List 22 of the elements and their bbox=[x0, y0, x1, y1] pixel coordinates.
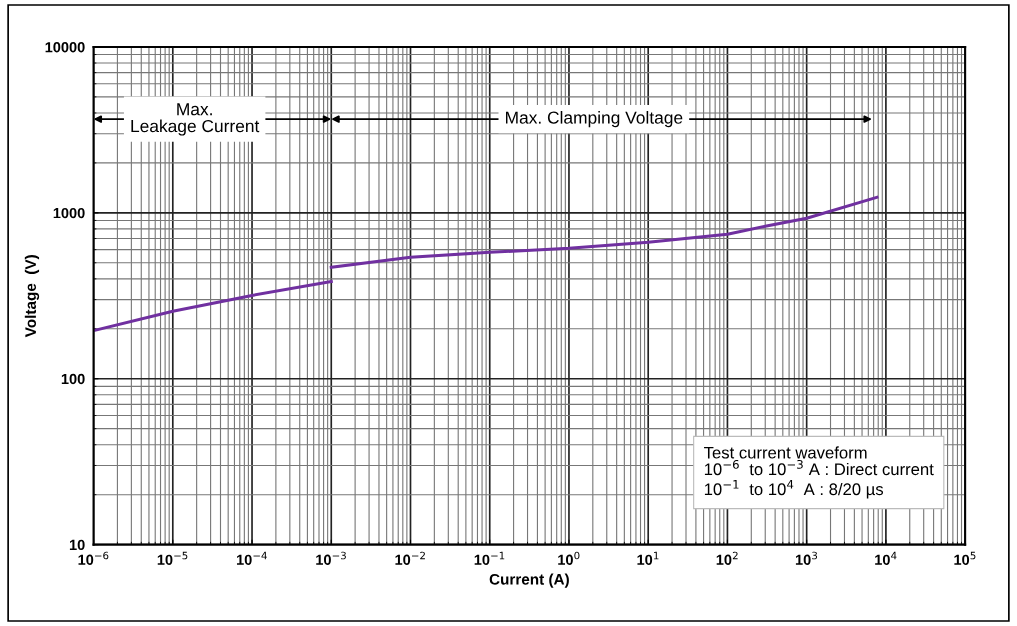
text: Test current waveform 10$^{−6}$ to 10$^{−3}$ A : Direct current 10$^{−1}$ to 10$^{4}$ A : 8/20 µs bbox=[704, 446, 934, 499]
y-tick-label: 10000 bbox=[45, 42, 85, 53]
x-axis-title: Current (A) bbox=[489, 573, 569, 588]
x-tick-label: 10$^{0}$ bbox=[558, 551, 580, 565]
x-tick-label: 10$^{4}$ bbox=[875, 551, 897, 565]
annotation: Max. Leakage Current bbox=[131, 103, 260, 136]
line-series bbox=[93, 279, 333, 333]
x-tick-label: 10$^{−1}$ bbox=[474, 551, 505, 565]
x-tick-label: 10$^{−4}$ bbox=[236, 551, 267, 565]
y-tick-label: 100 bbox=[61, 373, 85, 385]
x-tick-label: 10$^{1}$ bbox=[637, 551, 659, 565]
x-tick-label: 10$^{−2}$ bbox=[395, 551, 425, 565]
x-tick-label: 10$^{2}$ bbox=[716, 551, 738, 565]
annotation: Max. Clamping Voltage bbox=[506, 111, 683, 128]
x-tick-label: 10$^{3}$ bbox=[795, 551, 818, 565]
x-tick-label: 10$^{5}$ bbox=[954, 551, 976, 565]
x-tick-label: 10$^{−5}$ bbox=[157, 551, 188, 565]
y-tick-label: 10 bbox=[69, 539, 85, 551]
y-axis-title: Voltage (V) bbox=[24, 255, 40, 338]
y-tick-label: 1000 bbox=[53, 207, 85, 219]
x-tick-label: 10$^{−6}$ bbox=[78, 551, 109, 565]
x-tick-label: 10$^{−3}$ bbox=[316, 551, 346, 565]
